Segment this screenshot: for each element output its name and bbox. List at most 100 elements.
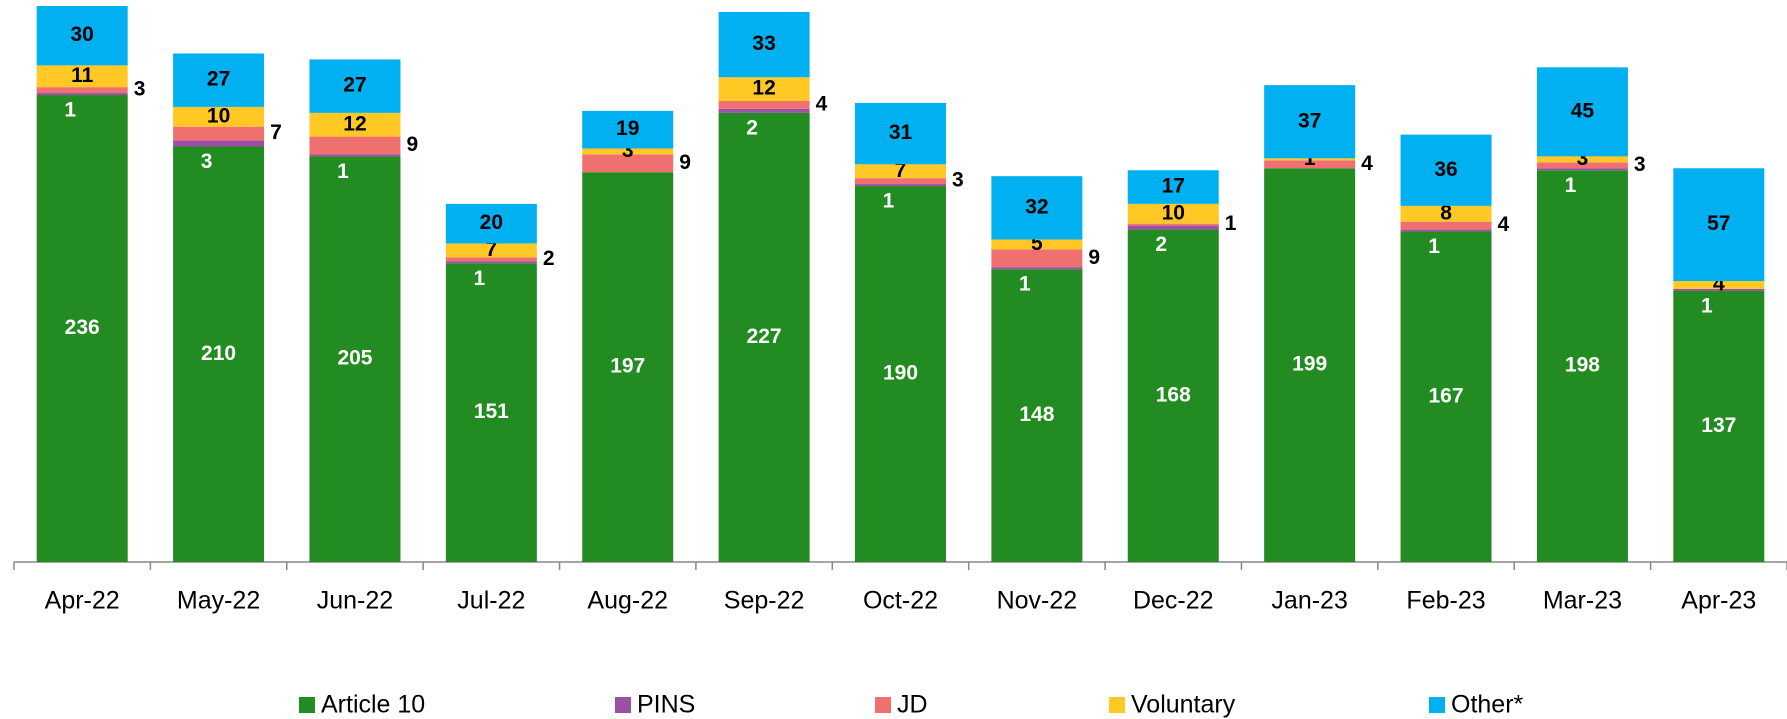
bar-segment xyxy=(173,53,265,107)
data-label: 1 xyxy=(64,99,76,122)
bar-segment xyxy=(36,6,128,66)
bar-segment xyxy=(855,184,946,187)
bar-segment xyxy=(1400,134,1492,206)
data-label: 9 xyxy=(679,151,691,174)
data-label: 9 xyxy=(406,133,418,156)
data-label: 30 xyxy=(71,23,94,46)
data-label: 3 xyxy=(952,169,964,192)
data-label: 9 xyxy=(1088,246,1100,269)
bar-segment xyxy=(309,59,401,113)
bar-segment xyxy=(445,261,537,264)
bar-segment xyxy=(309,156,401,562)
data-label: 37 xyxy=(1298,109,1321,132)
legend-swatch xyxy=(1109,697,1125,713)
data-label: 19 xyxy=(616,117,639,140)
data-label: 1 xyxy=(337,160,349,183)
data-label: 33 xyxy=(752,32,775,55)
data-label: 1 xyxy=(474,267,486,290)
bar-segment xyxy=(855,164,946,179)
bar-segment xyxy=(445,243,537,258)
legend-label: Other* xyxy=(1451,691,1524,719)
bar-segment xyxy=(173,126,265,141)
bar-segment xyxy=(173,106,265,127)
bar-segment xyxy=(855,102,946,165)
x-tick-label: Jun-22 xyxy=(317,587,393,615)
data-label: 17 xyxy=(1162,175,1185,198)
legend-swatch xyxy=(615,697,631,713)
bar-segment xyxy=(1127,223,1219,226)
data-label: 3 xyxy=(622,139,634,162)
data-label: 167 xyxy=(1429,384,1464,407)
data-label: 27 xyxy=(207,68,230,91)
bar-segment xyxy=(582,154,674,173)
data-label: 45 xyxy=(1571,99,1595,122)
bar-segment xyxy=(36,87,128,94)
data-label: 12 xyxy=(343,112,366,135)
data-label: 197 xyxy=(610,355,645,378)
data-label: 7 xyxy=(895,159,907,182)
data-label: 12 xyxy=(752,77,775,100)
data-label: 190 xyxy=(883,362,918,385)
bar-segment xyxy=(718,11,810,78)
data-label: 227 xyxy=(747,325,782,348)
bar-segment xyxy=(1673,288,1765,291)
bar-segment xyxy=(445,203,537,244)
data-label: 27 xyxy=(343,74,366,97)
data-label: 10 xyxy=(1162,201,1185,224)
data-label: 4 xyxy=(1361,152,1373,175)
data-label: 137 xyxy=(1701,414,1736,437)
x-tick-label: Aug-22 xyxy=(587,587,668,615)
data-label: 10 xyxy=(207,104,230,127)
bar-segment xyxy=(582,172,674,562)
data-label: 2 xyxy=(746,116,758,139)
data-label: 31 xyxy=(889,121,913,144)
bar-segment xyxy=(1536,170,1628,562)
data-label: 210 xyxy=(201,342,236,365)
bar-segment xyxy=(1127,225,1219,230)
data-label: 1 xyxy=(1565,174,1577,197)
bar-segment xyxy=(173,146,265,562)
data-label: 3 xyxy=(1577,147,1589,170)
data-label: 168 xyxy=(1156,383,1191,406)
bar-segment xyxy=(173,140,265,147)
x-tick-label: Oct-22 xyxy=(863,587,938,615)
bar-segment xyxy=(445,257,537,262)
data-label: 57 xyxy=(1707,212,1730,235)
bar-segment xyxy=(1673,290,1765,562)
legend-swatch xyxy=(875,697,891,713)
data-label: 1 xyxy=(883,190,895,213)
bar-segment xyxy=(718,77,810,101)
legend-label: Article 10 xyxy=(321,691,425,719)
bar-segment xyxy=(309,154,401,157)
x-tick-label: Jan-23 xyxy=(1271,587,1347,615)
bar-segment xyxy=(718,112,810,562)
data-label: 11 xyxy=(71,64,94,87)
data-label: 198 xyxy=(1565,354,1600,377)
x-tick-label: Sep-22 xyxy=(724,587,805,615)
bar-segment xyxy=(991,239,1083,250)
data-label: 199 xyxy=(1292,353,1327,376)
data-label: 2 xyxy=(543,247,555,270)
bar-segment xyxy=(855,186,946,562)
data-label: 148 xyxy=(1019,403,1054,426)
bar-segment xyxy=(582,148,674,155)
x-tick-label: May-22 xyxy=(177,587,260,615)
bar-segment xyxy=(1264,85,1356,159)
bar-segment xyxy=(1536,168,1628,171)
bar-segment xyxy=(1536,156,1628,163)
data-label: 32 xyxy=(1025,195,1048,218)
data-label: 236 xyxy=(65,316,100,339)
data-label: 7 xyxy=(486,238,498,261)
data-label: 4 xyxy=(816,92,828,115)
bar-segment xyxy=(1536,162,1628,169)
x-tick-label: Dec-22 xyxy=(1133,587,1214,615)
bar-segment xyxy=(445,263,537,562)
legend-label: JD xyxy=(897,691,928,719)
bar-segment xyxy=(1264,158,1356,161)
bar-segment xyxy=(1127,203,1219,224)
data-label: 4 xyxy=(1498,213,1510,236)
data-label: 151 xyxy=(474,400,509,423)
legend-label: Voluntary xyxy=(1131,691,1236,719)
bar-segment xyxy=(1400,205,1492,222)
